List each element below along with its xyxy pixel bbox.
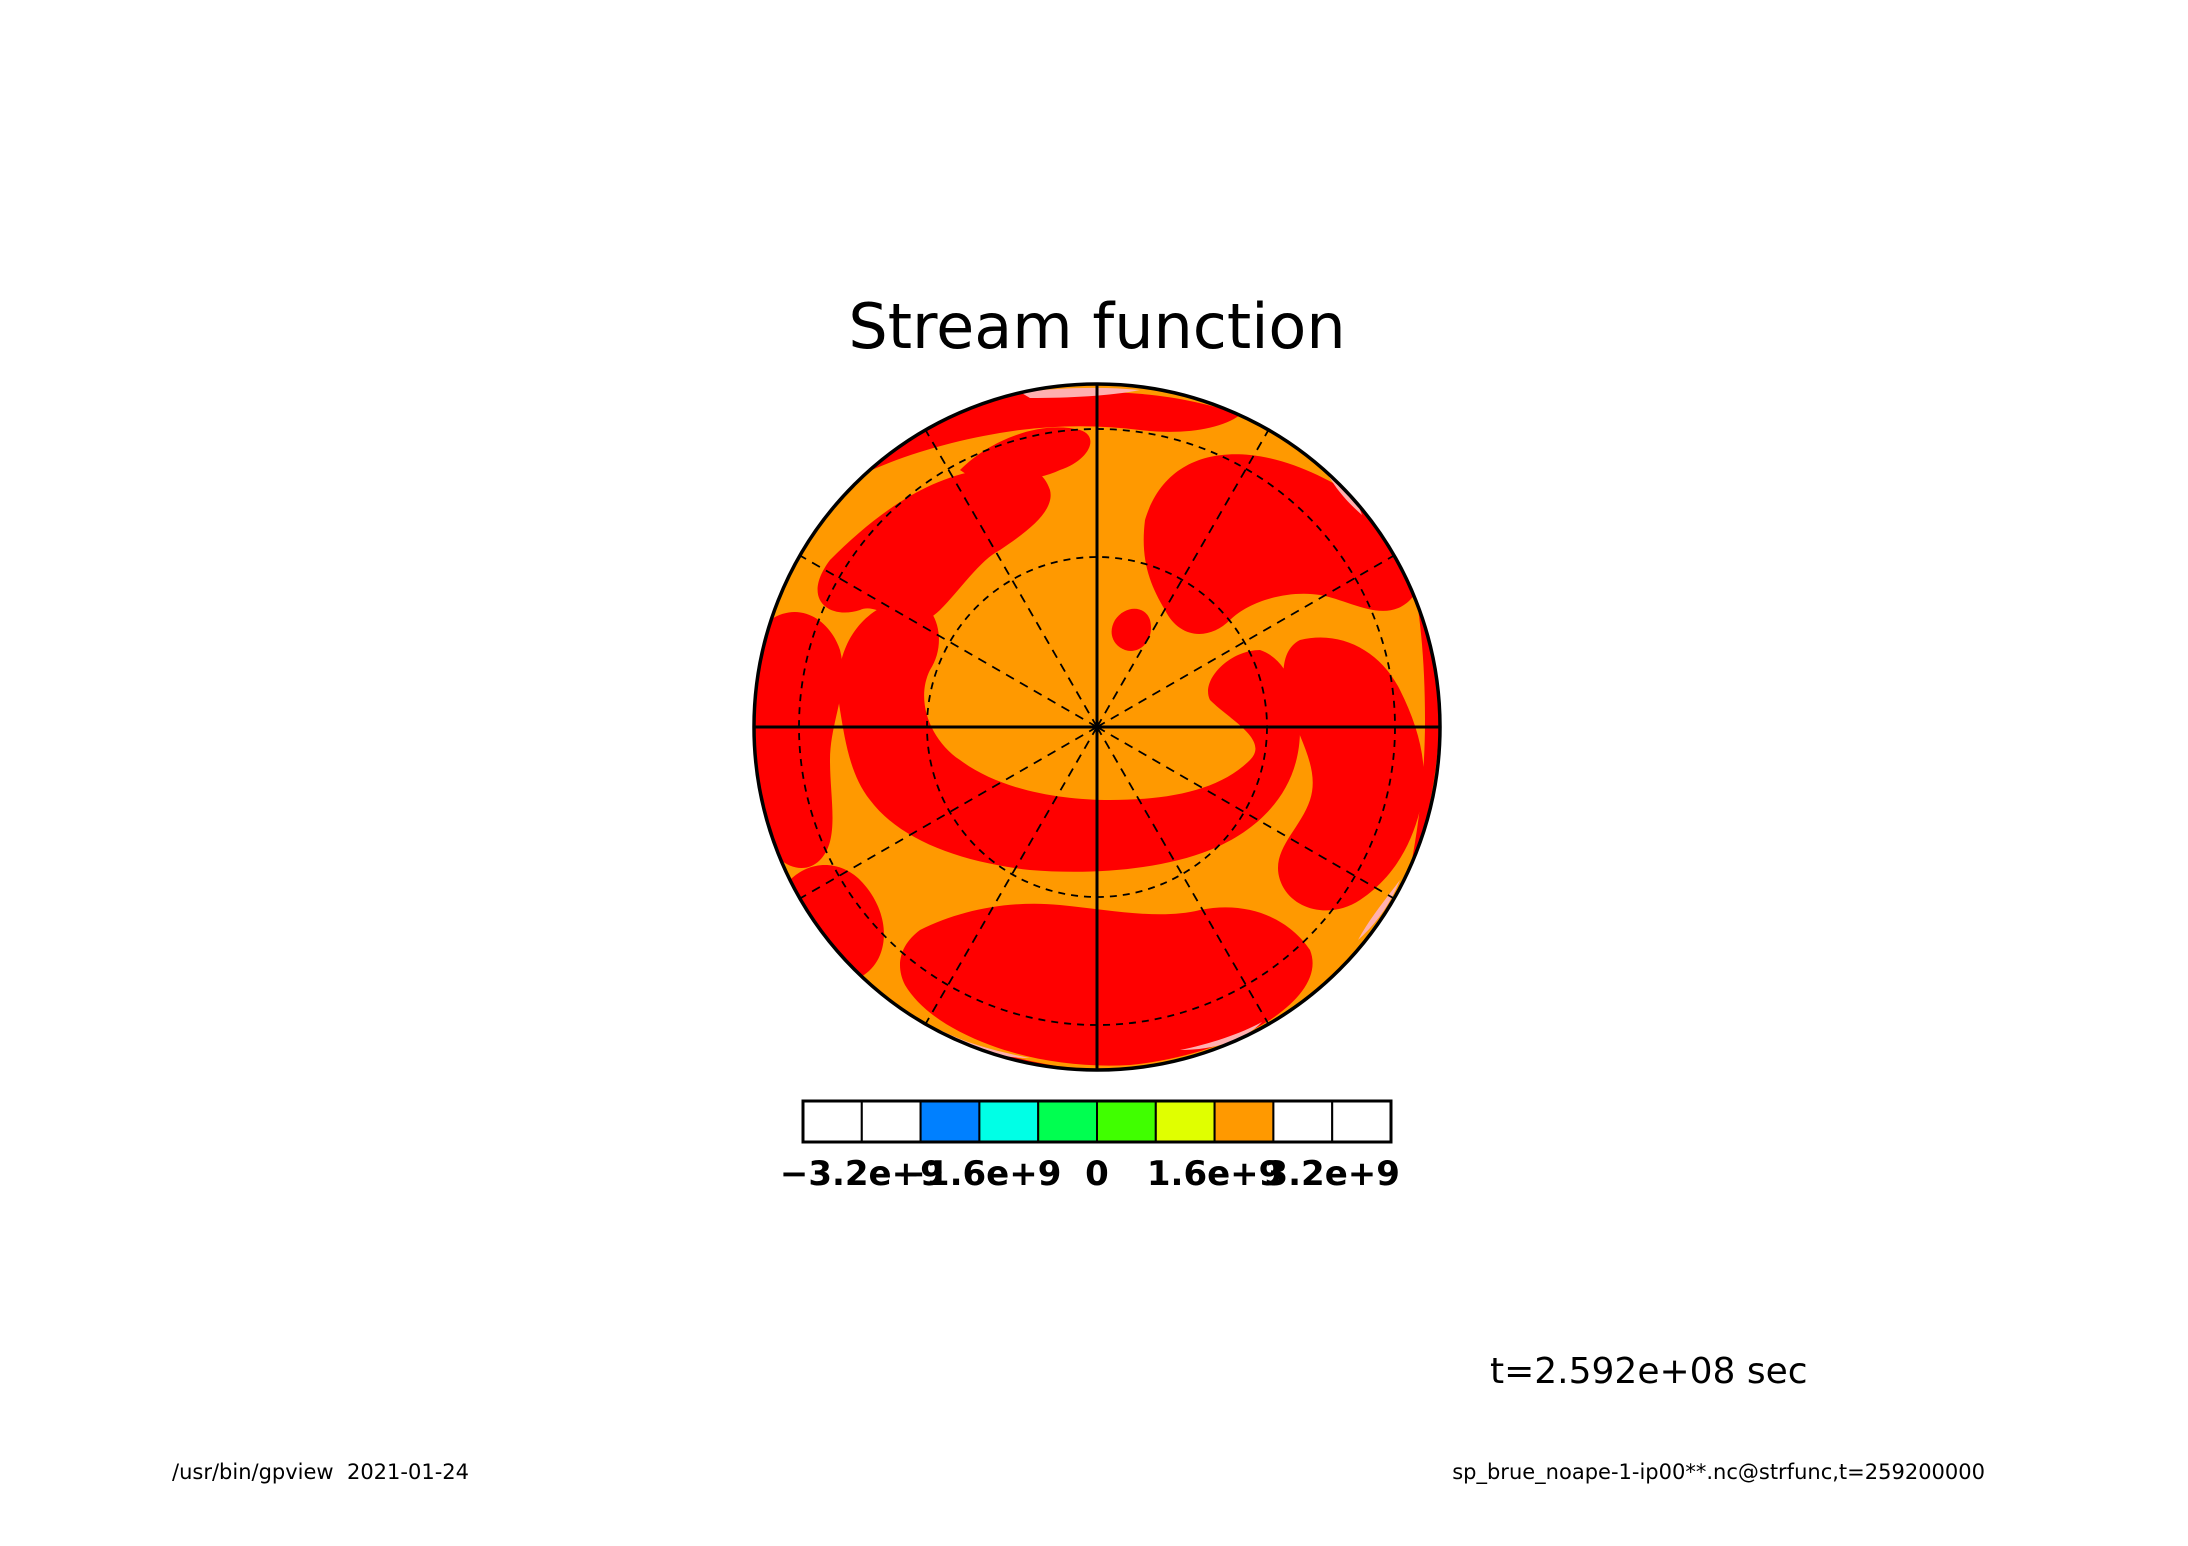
- contour-region: [900, 903, 1313, 1066]
- contour-region: [838, 599, 1300, 872]
- footer-right-label: sp_brue_noape-1-ip00**.nc@strfunc,t=2592…: [1452, 1460, 1985, 1485]
- colorbar-cell: [1154, 1100, 1216, 1143]
- contour-region: [817, 466, 1051, 622]
- colorbar-tick-label: −1.6e+9: [897, 1154, 1061, 1194]
- time-annotation: t=2.592e+08 sec: [1490, 1351, 1808, 1392]
- colorbar-cell: [1272, 1100, 1334, 1143]
- contour-region: [1111, 608, 1151, 651]
- latitude-circle: [926, 556, 1268, 898]
- colorbar-cell: [1213, 1100, 1275, 1143]
- map-outline: [752, 382, 1442, 1072]
- colorbar-frame: [801, 1099, 1393, 1144]
- contour-region: [960, 427, 1091, 490]
- colorbar-cell: [1331, 1100, 1392, 1143]
- colorbar-tick-labels: −3.2e+9−1.6e+9 0 1.6e+93.2e+9: [780, 1154, 1400, 1194]
- colorbar-tick-label: 0: [1085, 1154, 1109, 1194]
- map-gridlines: [754, 384, 1440, 1070]
- contour-region: [1020, 387, 1140, 398]
- colorbar-cell: [802, 1100, 863, 1143]
- colorbar-tick-label: 3.2e+9: [1264, 1154, 1399, 1194]
- colorbar-cell: [860, 1100, 922, 1143]
- colorbar-cell: [1037, 1100, 1098, 1143]
- colorbar-tick-label: −3.2e+9: [780, 1154, 944, 1194]
- colorbar-cell: [1096, 1100, 1157, 1143]
- colorbar: [801, 1099, 1393, 1144]
- contour-region: [1277, 637, 1424, 911]
- colorbar-tick-label: 1.6e+9: [1147, 1154, 1282, 1194]
- chart-title: Stream function: [848, 290, 1345, 363]
- polar-map: [752, 382, 1442, 1072]
- contour-region: [754, 611, 843, 869]
- contour-region: [1180, 1022, 1262, 1050]
- footer-left-label: /usr/bin/gpview 2021-01-24: [172, 1460, 469, 1484]
- colorbar-cell: [978, 1100, 1040, 1143]
- colorbar-cell: [919, 1100, 981, 1143]
- latitude-circle: [798, 428, 1396, 1026]
